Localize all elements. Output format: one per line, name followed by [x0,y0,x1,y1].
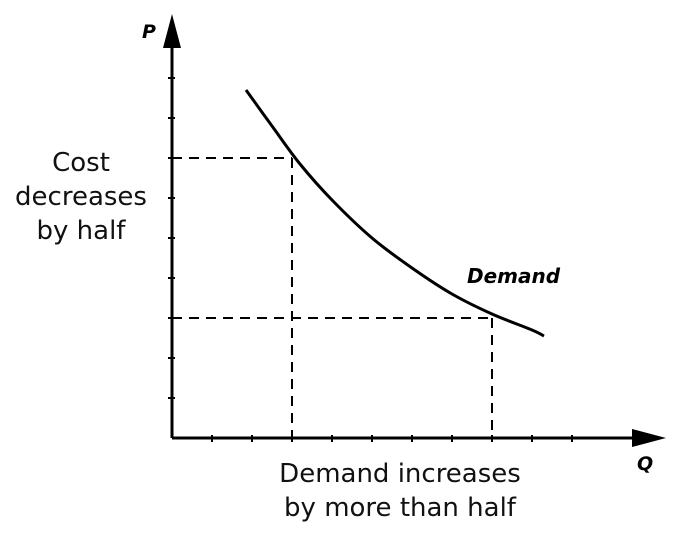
price-change-annotation: Cost decreases by half [0,146,162,248]
price-change-line-2: decreases [15,182,147,212]
quantity-change-line-1: Demand increases [279,459,521,489]
demand-curve [244,89,545,338]
quantity-change-line-2: by more than half [284,493,516,523]
demand-curve-label: Demand [467,264,561,288]
y-axis-arrowhead [163,14,181,48]
x-axis-arrowhead [632,429,666,447]
x-axis-label: Q [637,453,653,475]
price-change-line-3: by half [36,216,126,246]
y-axis-label: P [142,21,156,43]
quantity-change-annotation: Demand increases by more than half [200,457,600,525]
axis-ticks [168,77,573,442]
reference-guides [172,157,493,438]
price-change-line-1: Cost [52,148,110,178]
